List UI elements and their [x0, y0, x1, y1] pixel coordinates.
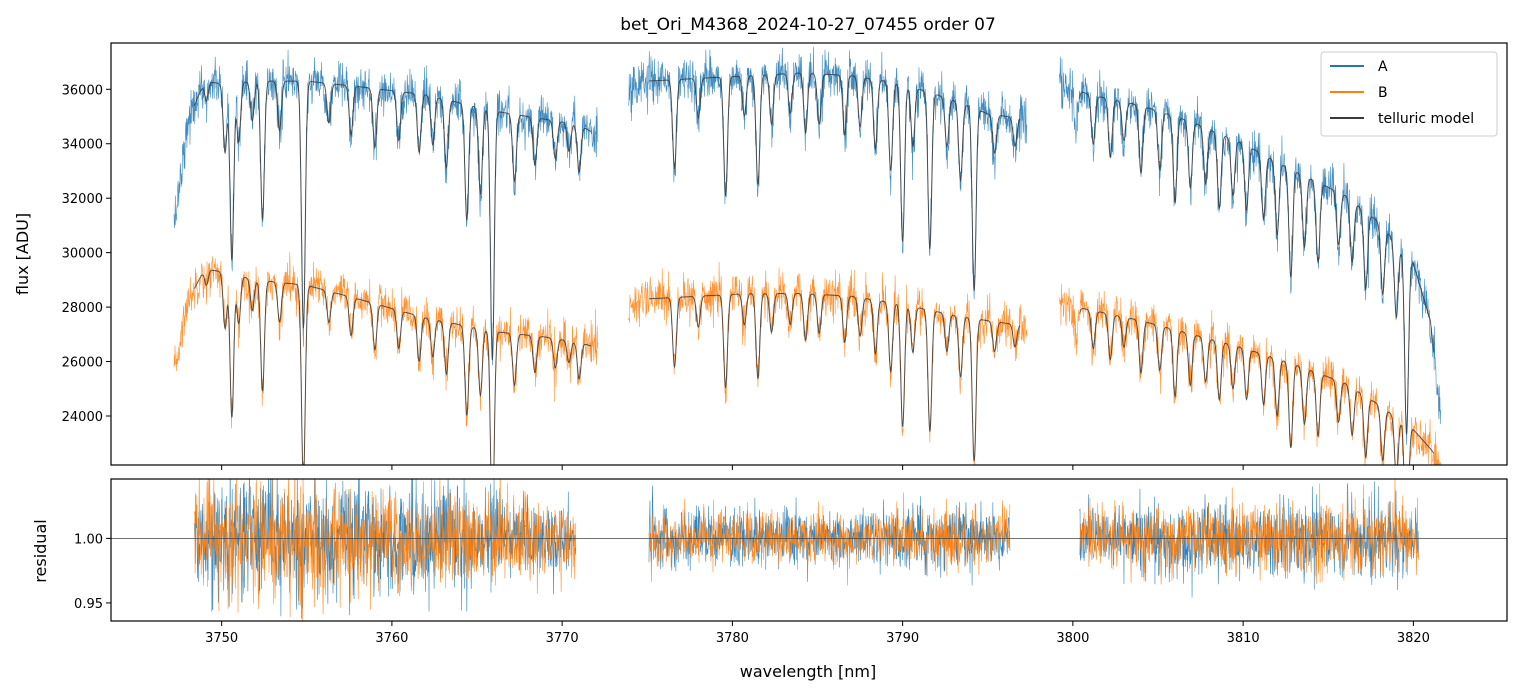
x-tick-label: 3820 — [1397, 631, 1430, 646]
top-y-tick-label: 36000 — [62, 83, 103, 98]
legend-box — [1320, 51, 1498, 137]
x-tick-label: 3790 — [886, 631, 919, 646]
x-tick-label: 3750 — [205, 631, 238, 646]
top-panel-series — [173, 46, 1441, 465]
top-y-tick-label: 30000 — [62, 247, 103, 262]
chart-title: bet_Ori_M4368_2024-10-27_07455 order 07 — [620, 15, 996, 35]
telluric-model-a-segment-2 — [648, 72, 1021, 292]
residual-b-segment-1 — [194, 479, 577, 621]
telluric-model-a-segment-1 — [193, 80, 592, 360]
bottom-y-tick-label: 1.00 — [74, 532, 103, 547]
top-y-tick-label: 28000 — [62, 301, 103, 316]
series-b-flux-segment-2 — [628, 261, 1028, 465]
x-tick-label: 3770 — [546, 631, 579, 646]
series-a-flux-segment-1 — [173, 49, 599, 366]
series-b-flux-segment-1 — [173, 252, 599, 465]
legend: A B telluric model — [1320, 51, 1498, 137]
telluric-model-b-segment-1 — [193, 269, 592, 465]
x-tick-label: 3780 — [716, 631, 749, 646]
x-tick-label: 3760 — [375, 631, 408, 646]
legend-label-telluric: telluric model — [1378, 111, 1474, 127]
telluric-model-a-segment-3 — [1079, 91, 1435, 435]
residual-a-segment-2 — [648, 485, 1011, 586]
top-panel-frame — [110, 42, 1508, 466]
top-y-tick-label: 24000 — [62, 410, 103, 425]
telluric-model-b-segment-2 — [648, 292, 1021, 462]
bottom-panel-frame — [110, 478, 1508, 622]
legend-label-a: A — [1378, 59, 1388, 75]
bottom-y-axis-label: residual — [31, 519, 50, 582]
bottom-y-tick-label: 0.95 — [74, 597, 103, 612]
telluric-model-b-segment-3 — [1079, 308, 1435, 465]
top-y-tick-label: 26000 — [62, 356, 103, 371]
axes: 3750 3760 3770 3780 3790 3800 3810 3820 24000 260… — [62, 83, 1430, 646]
x-tick-label: 3810 — [1227, 631, 1260, 646]
top-y-tick-label: 34000 — [62, 138, 103, 153]
x-tick-label: 3800 — [1056, 631, 1089, 646]
series-a-flux-segment-2 — [628, 46, 1028, 300]
top-y-axis-label: flux [ADU] — [13, 213, 32, 295]
bottom-panel-series — [111, 479, 1507, 621]
top-y-tick-label: 32000 — [62, 192, 103, 207]
residual-b-segment-3 — [1079, 479, 1419, 585]
x-axis-label: wavelength [nm] — [740, 662, 877, 681]
legend-label-b: B — [1378, 85, 1388, 101]
